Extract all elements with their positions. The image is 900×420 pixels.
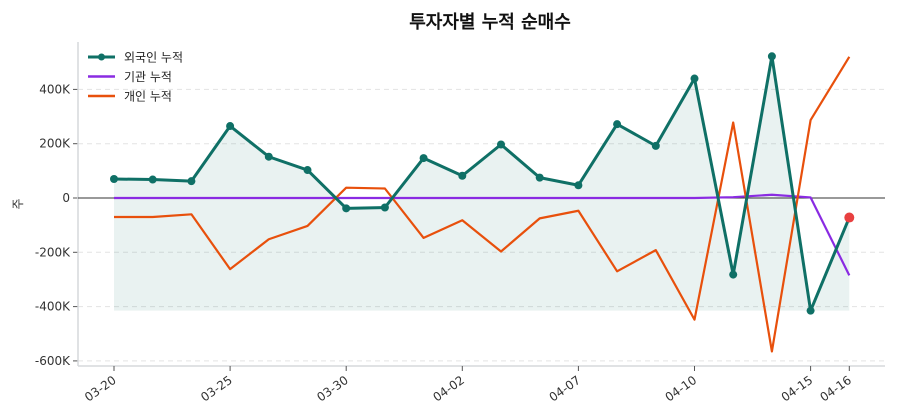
x-tick-label: 04-15: [779, 373, 816, 404]
series-lines: [110, 52, 855, 353]
data-point: [110, 174, 118, 183]
data-point: [458, 171, 467, 180]
data-point: [651, 141, 660, 150]
data-point: [690, 74, 699, 83]
x-tick-label: 04-07: [547, 373, 584, 404]
data-point: [574, 181, 583, 190]
data-point: [613, 120, 622, 129]
y-tick-label: -600K: [35, 354, 71, 368]
y-tick-label: 200K: [39, 137, 71, 151]
fill-area: [114, 56, 850, 311]
data-point: [380, 203, 389, 212]
y-tick-label: 400K: [39, 82, 71, 96]
data-point: [303, 166, 312, 175]
y-tick-label: 0: [62, 191, 70, 205]
x-tick-label: 03-25: [198, 373, 235, 404]
data-point: [806, 306, 815, 315]
x-tick-label: 04-16: [817, 373, 854, 404]
data-point: [419, 154, 428, 163]
series-line-2: [114, 56, 851, 353]
data-point: [497, 140, 505, 149]
legend-label: 외국인 누적: [124, 51, 183, 65]
y-tick-label: -400K: [35, 300, 71, 314]
data-point: [342, 204, 351, 213]
legend-label: 개인 누적: [124, 90, 172, 104]
data-point: [767, 52, 776, 61]
series-line-0: [113, 54, 851, 313]
y-tick-label: -200K: [35, 245, 71, 259]
x-tick-label: 03-30: [314, 373, 351, 404]
chart-title: 투자자별 누적 순매수: [409, 12, 571, 33]
data-point: [535, 173, 544, 182]
legend-marker: [98, 53, 105, 61]
data-point: [729, 270, 738, 279]
data-point: [264, 152, 273, 161]
legend-label: 기관 누적: [124, 70, 172, 84]
last-point-highlight: [844, 212, 855, 223]
x-tick-label: 03-20: [82, 373, 119, 404]
y-axis-label: 주: [11, 198, 25, 209]
data-point: [148, 175, 157, 184]
foreign-fill-area: [114, 56, 850, 311]
x-tick-label: 04-10: [663, 373, 700, 404]
x-tick-label: 04-02: [430, 373, 467, 404]
data-point: [187, 177, 196, 186]
series-line-1: [114, 193, 851, 276]
data-point: [226, 122, 235, 131]
